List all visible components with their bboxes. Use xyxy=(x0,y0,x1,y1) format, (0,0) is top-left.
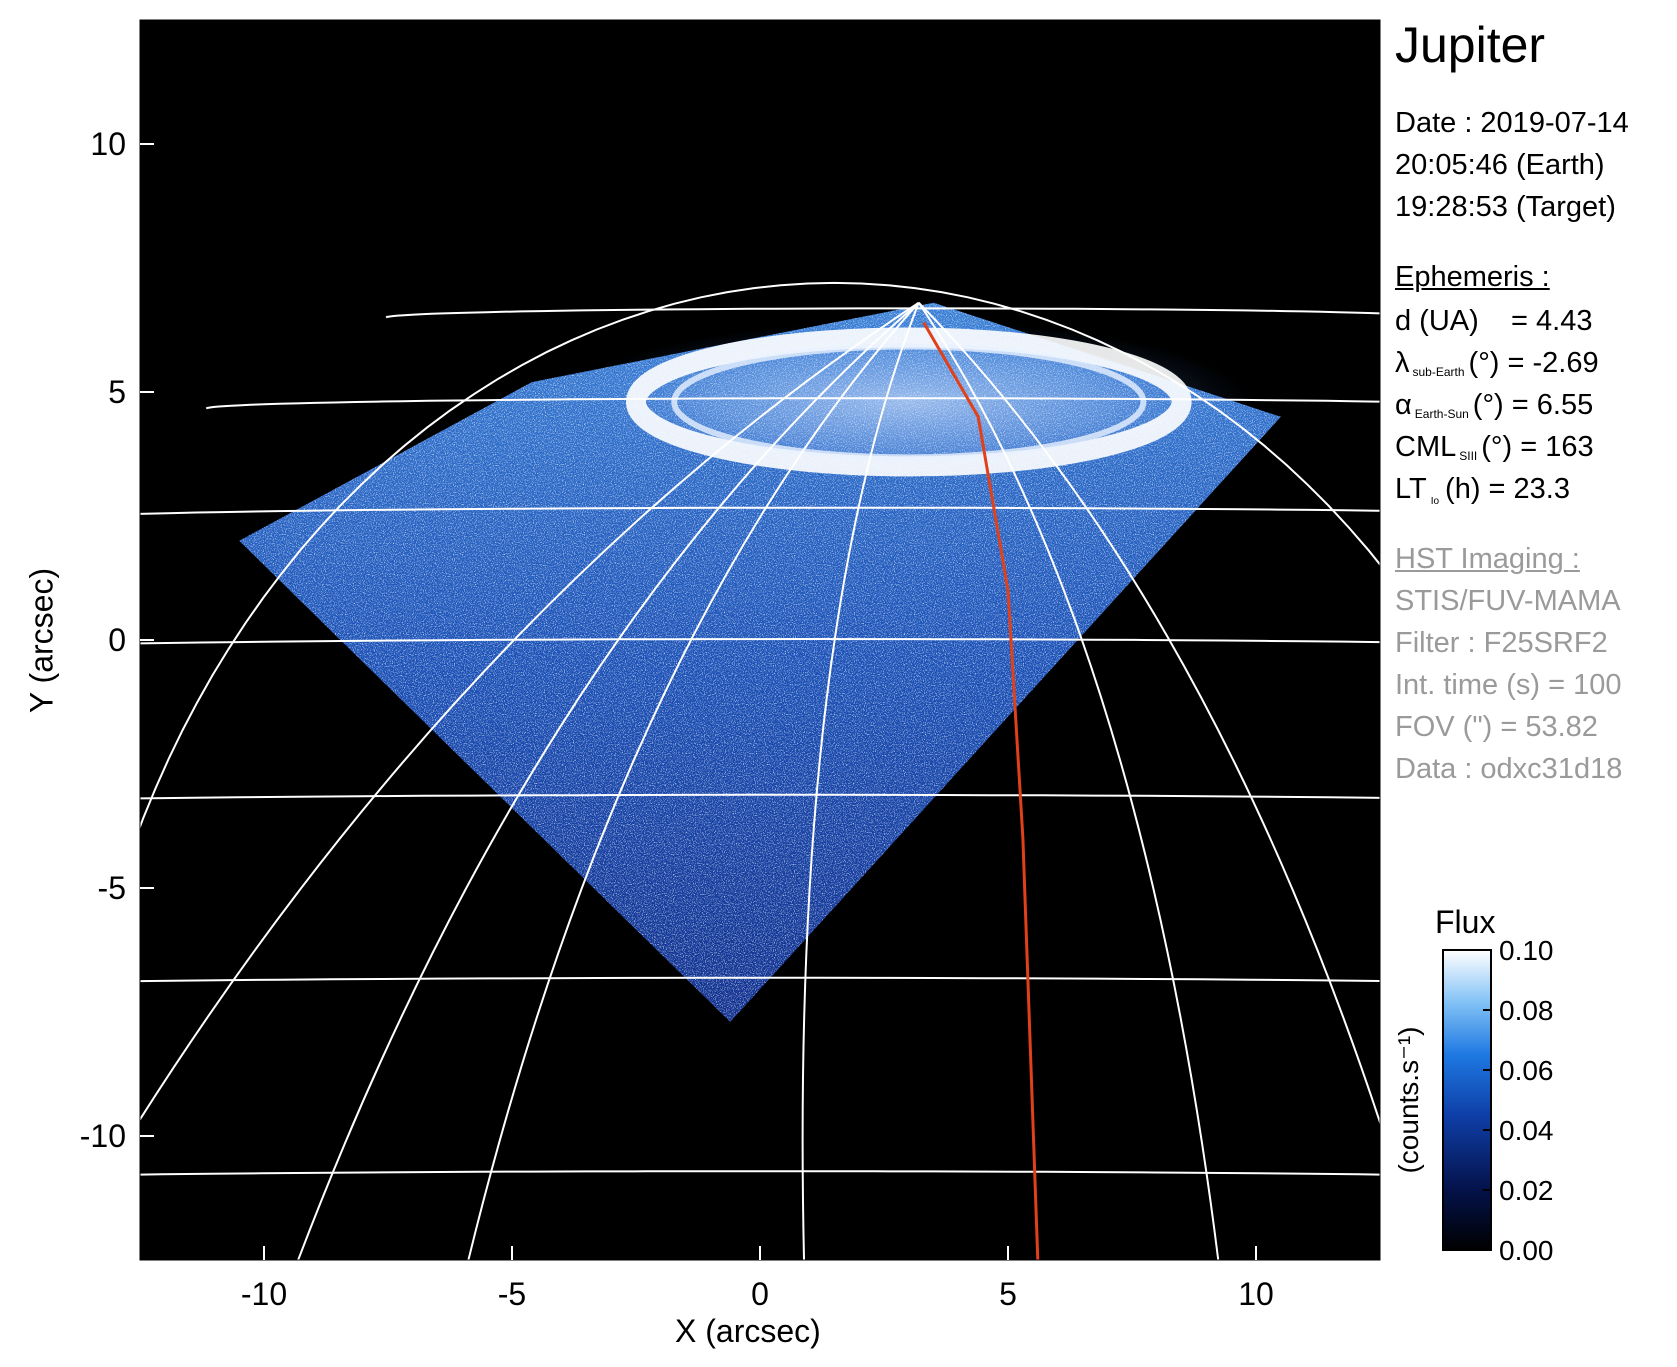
latitude-line xyxy=(140,1170,1380,1176)
planet-title: Jupiter xyxy=(1395,17,1546,73)
io-local-time: LT Io (h) = 23.3 xyxy=(1395,473,1570,507)
colorbar-tick-label: 0.10 xyxy=(1499,935,1554,966)
longitude-line xyxy=(140,301,920,1122)
detector-footprint-noise xyxy=(239,302,1281,1022)
y-tick-label: 10 xyxy=(90,126,126,162)
latitude-line xyxy=(140,793,1380,800)
y-axis-ticks: -10 -5 0 5 10 xyxy=(80,126,154,1154)
latitude-line xyxy=(205,397,1380,410)
sub-earth-latitude: λ sub-Earth (°) = -2.69 xyxy=(1395,347,1599,379)
colorbar-tick-label: 0.04 xyxy=(1499,1115,1554,1146)
x-tick-label: -10 xyxy=(241,1276,287,1312)
auroral-oval xyxy=(626,327,1192,477)
colorbar-tick-label: 0.00 xyxy=(1499,1235,1554,1266)
latitude-line xyxy=(140,506,1380,515)
highlighted-meridian xyxy=(922,321,1040,1260)
distance-ua: d (UA) = 4.43 xyxy=(1395,305,1593,337)
longitude-line xyxy=(801,302,920,1260)
lat-lon-grid xyxy=(140,281,1380,1260)
field-of-view: FOV (") = 53.82 xyxy=(1395,711,1598,743)
x-tick-label: 10 xyxy=(1238,1276,1274,1312)
earth-time: 20:05:46 (Earth) xyxy=(1395,149,1605,181)
phase-angle: α Earth-Sun (°) = 6.55 xyxy=(1395,389,1594,421)
target-time: 19:28:53 (Target) xyxy=(1395,191,1616,223)
colorbar xyxy=(1442,949,1492,1251)
longitude-line xyxy=(918,302,1380,1126)
longitude-line xyxy=(297,301,920,1260)
date-line: Date : 2019-07-14 xyxy=(1395,107,1629,139)
y-tick-label: 5 xyxy=(108,374,126,410)
latitude-line xyxy=(140,637,1380,645)
colorbar-tick-label: 0.08 xyxy=(1499,995,1554,1026)
longitude-line xyxy=(467,302,920,1260)
y-tick-label: -10 xyxy=(80,1118,126,1154)
colorbar-label: (counts.s⁻¹) xyxy=(1393,1026,1424,1173)
longitude-line xyxy=(917,302,1220,1260)
latitude-line xyxy=(140,976,1380,983)
central-meridian-longitude: CML SIII (°) = 163 xyxy=(1395,431,1594,463)
y-tick-label: 0 xyxy=(108,622,126,658)
instrument: STIS/FUV-MAMA xyxy=(1395,585,1621,617)
planet-limb xyxy=(140,281,1380,830)
y-tick-label: -5 xyxy=(98,870,126,906)
x-tick-label: -5 xyxy=(498,1276,526,1312)
colorbar-ticks: 0.00 0.02 0.04 0.06 0.08 0.10 xyxy=(1483,935,1554,1266)
x-axis-label: X (arcsec) xyxy=(675,1313,821,1349)
x-axis-ticks: -10 -5 0 5 10 xyxy=(241,1246,1274,1312)
auroral-oval-inner xyxy=(671,343,1147,461)
y-axis-label: Y (arcsec) xyxy=(23,567,60,714)
x-tick-label: 0 xyxy=(751,1276,769,1312)
filter: Filter : F25SRF2 xyxy=(1395,627,1608,659)
x-tick-label: 5 xyxy=(999,1276,1017,1312)
colorbar-tick-label: 0.02 xyxy=(1499,1175,1554,1206)
ephemeris-heading: Ephemeris : xyxy=(1395,261,1550,293)
hst-heading: HST Imaging : xyxy=(1395,543,1580,575)
integration-time: Int. time (s) = 100 xyxy=(1395,669,1622,701)
colorbar-tick-label: 0.06 xyxy=(1499,1055,1554,1086)
data-id: Data : odxc31d18 xyxy=(1395,753,1623,785)
colorbar-title: Flux xyxy=(1435,904,1495,940)
